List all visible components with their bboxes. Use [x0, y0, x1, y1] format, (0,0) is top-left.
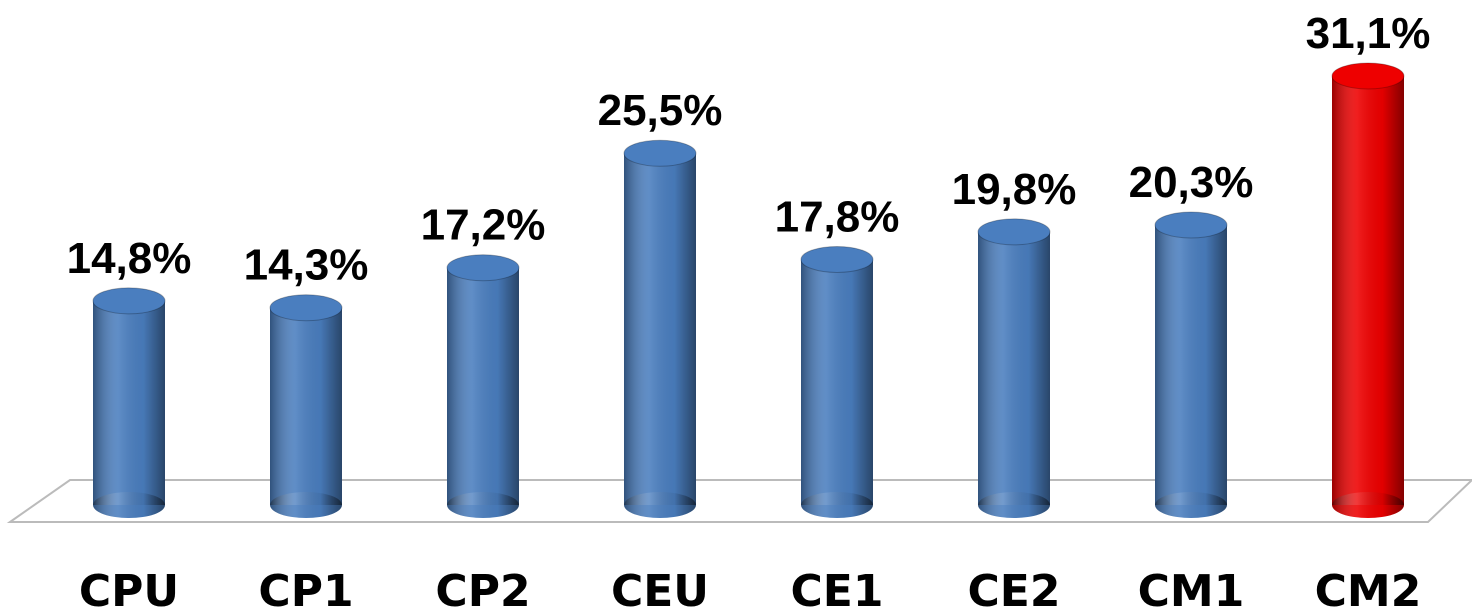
bar: [977, 218, 1051, 518]
x-tick-label: CP1: [258, 566, 353, 614]
value-label: 17,2%: [421, 201, 546, 250]
bar: [1331, 62, 1405, 518]
bar-top: [1331, 62, 1405, 90]
bar-top: [977, 218, 1051, 246]
bar-body-shade: [447, 267, 519, 505]
value-label: 20,3%: [1129, 158, 1254, 207]
bar: [1154, 211, 1228, 518]
bar-top: [1154, 211, 1228, 239]
bar-body-shade: [978, 231, 1050, 505]
bar-body-shade: [1155, 224, 1227, 506]
x-tick-label: CPU: [79, 566, 179, 614]
bar-body-shade: [624, 153, 696, 505]
value-label: 14,8%: [67, 234, 192, 283]
bar: [92, 287, 166, 518]
bar-top: [446, 254, 520, 282]
bar-body-shade: [1332, 76, 1404, 505]
floor: [6, 479, 1472, 523]
value-label: 31,1%: [1306, 9, 1431, 58]
bar: [623, 139, 697, 518]
x-tick-label: CM1: [1138, 566, 1245, 614]
bar-body-shade: [93, 300, 165, 505]
value-label: 14,3%: [244, 241, 369, 290]
bar-body-shade: [270, 307, 342, 505]
bar-body-shade: [801, 259, 873, 505]
bar-top: [92, 287, 166, 315]
value-label: 19,8%: [952, 165, 1077, 214]
x-tick-label: CE1: [791, 566, 884, 614]
bar: [800, 245, 874, 518]
x-tick-label: CM2: [1315, 566, 1422, 614]
bar-top: [800, 245, 874, 273]
bar-top: [269, 294, 343, 322]
bar: [269, 294, 343, 518]
x-tick-label: CE2: [968, 566, 1061, 614]
x-tick-label: CP2: [435, 566, 530, 614]
value-label: 25,5%: [598, 86, 723, 135]
x-tick-label: CEU: [611, 566, 709, 614]
bar: [446, 254, 520, 518]
value-label: 17,8%: [775, 192, 900, 241]
bar-top: [623, 139, 697, 167]
